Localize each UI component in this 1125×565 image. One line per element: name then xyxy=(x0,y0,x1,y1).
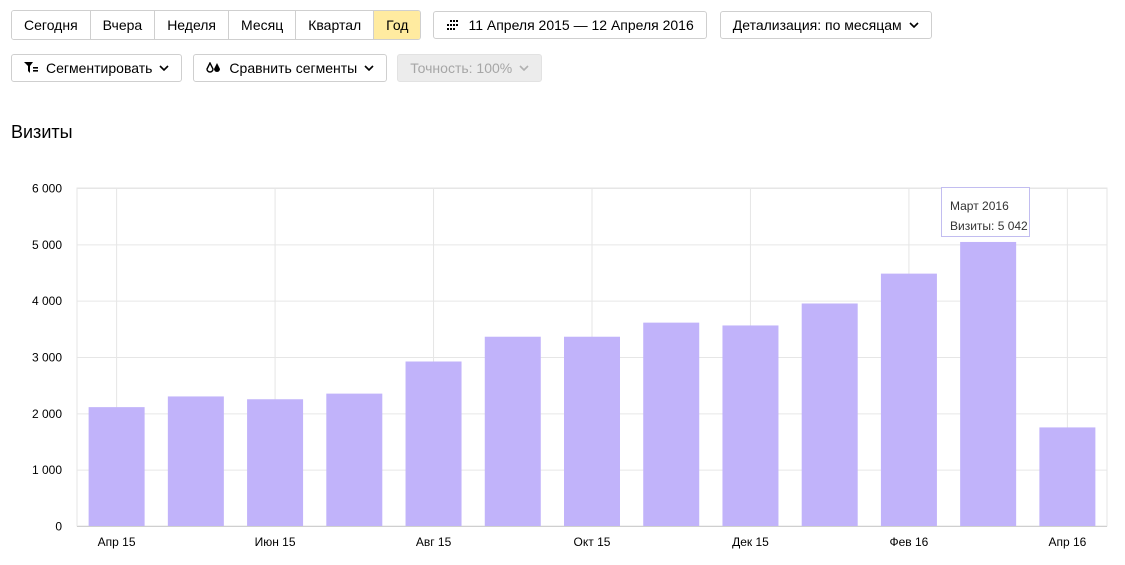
y-tick-label: 1 000 xyxy=(32,463,62,477)
toolbar-period-row: Сегодня Вчера Неделя Месяц Квартал Год 1… xyxy=(11,10,932,40)
x-tick-label: Июн 15 xyxy=(255,535,296,549)
y-tick-label: 2 000 xyxy=(32,407,62,421)
toolbar-segment-row: Сегментировать Сравнить сегменты Точност… xyxy=(11,54,543,82)
chevron-down-icon xyxy=(519,65,529,71)
calendar-icon xyxy=(446,20,460,30)
y-tick-label: 4 000 xyxy=(32,294,62,308)
y-tick-label: 0 xyxy=(55,520,62,534)
chevron-down-icon xyxy=(364,65,374,71)
period-week-button[interactable]: Неделя xyxy=(155,11,230,39)
y-tick-label: 3 000 xyxy=(32,351,62,365)
y-tick-label: 5 000 xyxy=(32,238,62,252)
bar[interactable] xyxy=(326,393,383,526)
tooltip-value: Визиты: 5 042 xyxy=(950,219,1028,233)
period-year-button[interactable]: Год xyxy=(374,11,421,39)
x-tick-label: Апр 15 xyxy=(98,535,136,549)
x-tick-label: Авг 15 xyxy=(416,535,452,549)
period-quarter-button[interactable]: Квартал xyxy=(296,11,375,39)
chart-title: Визиты xyxy=(11,122,73,142)
segment-label: Сегментировать xyxy=(46,60,153,76)
bar[interactable] xyxy=(247,399,304,526)
x-tick-label: Окт 15 xyxy=(574,535,611,549)
accuracy-label: Точность: 100% xyxy=(410,60,513,76)
period-selector: Сегодня Вчера Неделя Месяц Квартал Год xyxy=(11,10,422,40)
drops-icon xyxy=(206,62,221,74)
bar[interactable] xyxy=(960,241,1017,526)
y-tick-label: 6 000 xyxy=(32,182,62,196)
date-range-button[interactable]: 11 Апреля 2015 — 12 Апреля 2016 xyxy=(433,11,707,39)
date-range-label: 11 Апреля 2015 — 12 Апреля 2016 xyxy=(468,17,694,33)
bar[interactable] xyxy=(801,303,858,526)
filter-icon xyxy=(24,62,38,74)
bar[interactable] xyxy=(405,361,462,526)
chart-tooltip: Март 2016 Визиты: 5 042 xyxy=(941,187,1030,237)
bar[interactable] xyxy=(1039,427,1096,526)
bar[interactable] xyxy=(167,396,224,526)
bar[interactable] xyxy=(564,336,620,526)
compare-segments-button[interactable]: Сравнить сегменты xyxy=(193,54,388,82)
bar[interactable] xyxy=(484,336,541,526)
bar[interactable] xyxy=(722,325,779,526)
detail-dropdown[interactable]: Детализация: по месяцам xyxy=(719,11,932,39)
x-tick-label: Апр 16 xyxy=(1048,535,1086,549)
chevron-down-icon xyxy=(159,65,169,71)
period-yesterday-button[interactable]: Вчера xyxy=(90,11,156,39)
bar[interactable] xyxy=(643,322,700,526)
tooltip-title: Март 2016 xyxy=(950,199,1009,213)
x-tick-label: Дек 15 xyxy=(732,535,769,549)
period-today-button[interactable]: Сегодня xyxy=(12,11,91,39)
x-tick-label: Фев 16 xyxy=(889,535,928,549)
accuracy-dropdown: Точность: 100% xyxy=(397,54,543,82)
chevron-down-icon xyxy=(909,22,919,28)
detail-label: Детализация: по месяцам xyxy=(732,17,902,33)
bar[interactable] xyxy=(880,273,937,526)
segment-button[interactable]: Сегментировать xyxy=(11,54,183,82)
period-month-button[interactable]: Месяц xyxy=(229,11,297,39)
compare-segments-label: Сравнить сегменты xyxy=(229,60,358,76)
bar[interactable] xyxy=(88,407,145,526)
